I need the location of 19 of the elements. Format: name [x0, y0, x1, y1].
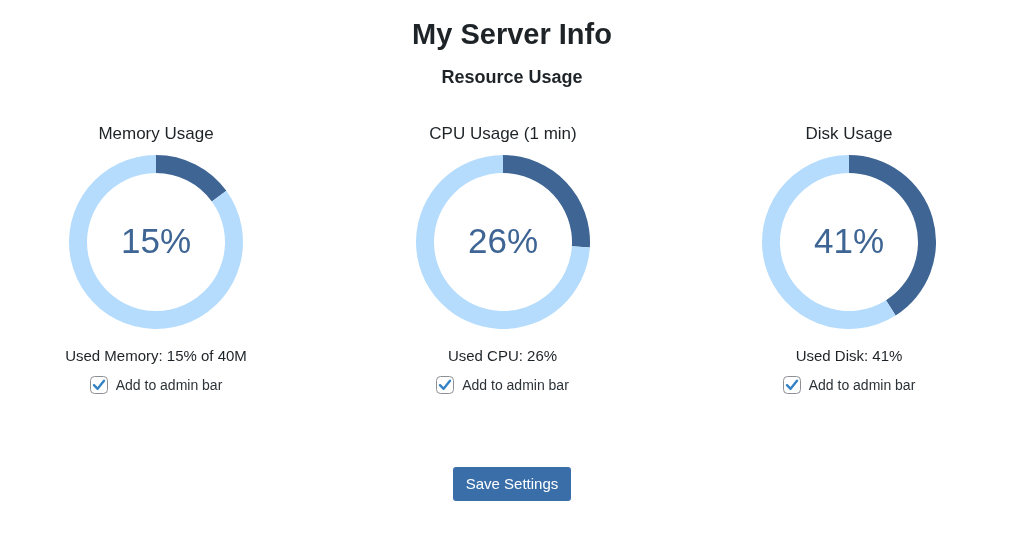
chart-title: Memory Usage: [98, 124, 214, 143]
chart-title: CPU Usage (1 min): [428, 124, 577, 143]
button: Save Settings: [452, 467, 572, 501]
text: My Server Info: [411, 18, 613, 50]
chart-title: Disk Usage: [805, 124, 893, 143]
text: Add to admin bar: [462, 376, 569, 394]
text: Add to admin bar: [115, 376, 223, 394]
donut-slice: [156, 155, 227, 202]
text: Used CPU: 26%: [447, 347, 558, 365]
text: Add to admin bar: [808, 376, 916, 394]
donut-slice: [415, 155, 590, 329]
donut-slice: [69, 155, 243, 329]
data-label: 41%: [813, 221, 885, 260]
text: Used Disk: 41%: [795, 347, 903, 365]
donut-slice: [762, 155, 896, 329]
data-label: 15%: [120, 221, 192, 260]
text: Resource Usage: [440, 67, 584, 87]
text: Used Memory: 15% of 40M: [65, 347, 247, 365]
data-label: 26%: [467, 221, 538, 260]
